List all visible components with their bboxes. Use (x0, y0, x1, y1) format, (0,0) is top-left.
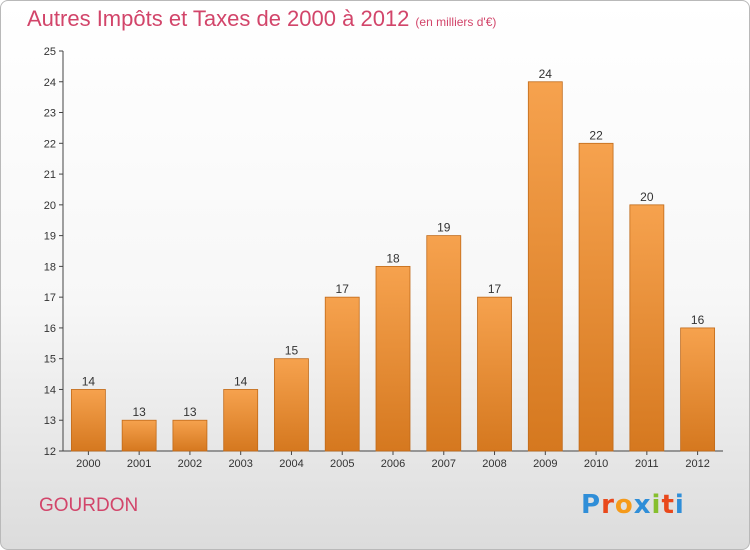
x-tick-label-2007: 2007 (432, 458, 456, 470)
chart-title: Autres Impôts et Taxes de 2000 à 2012 (en… (27, 6, 496, 32)
proxiti-logo: Proxiti (581, 490, 685, 520)
y-tick-label: 25 (44, 46, 56, 58)
value-label-2009: 24 (539, 67, 553, 81)
logo-letter: o (614, 490, 634, 520)
x-tick-label-2003: 2003 (228, 458, 252, 470)
bar-2002 (172, 419, 208, 452)
bar-2012 (680, 327, 716, 452)
logo-letter: t (661, 490, 675, 520)
bar-2000 (70, 389, 106, 452)
value-label-2012: 16 (691, 313, 705, 327)
chart-title-text: Autres Impôts et Taxes de 2000 à 2012 (27, 6, 410, 31)
chart-bars: 14 13 13 14 15 17 18 19 17 24 22 20 16 (70, 67, 716, 452)
x-tick-label-2002: 2002 (178, 458, 202, 470)
logo-letter: P (581, 490, 602, 520)
bar-2007 (426, 235, 462, 452)
value-label-2001: 13 (132, 405, 146, 419)
bar-2008 (477, 296, 512, 452)
x-tick-label-2011: 2011 (635, 458, 659, 470)
y-tick-label: 22 (44, 138, 56, 150)
y-tick-label: 18 (44, 261, 56, 273)
value-label-2007: 19 (437, 221, 451, 235)
logo-letter: x (633, 490, 652, 520)
value-label-2000: 14 (82, 374, 96, 388)
value-label-2004: 15 (285, 344, 299, 358)
x-tick-label-2000: 2000 (76, 458, 100, 470)
chart-unit: (en milliers d'€) (415, 15, 497, 29)
bar-2001 (121, 419, 157, 452)
x-tick-label-2012: 2012 (685, 458, 709, 470)
bar-2011 (629, 204, 665, 452)
value-label-2005: 17 (336, 282, 350, 296)
x-tick-label-2010: 2010 (584, 458, 608, 470)
logo-letter: i (651, 490, 662, 520)
city-name: GOURDON (39, 495, 139, 516)
bar-2003 (223, 389, 259, 452)
y-tick-label: 15 (44, 354, 56, 366)
y-tick-label: 13 (44, 415, 56, 427)
y-tick-label: 17 (44, 292, 56, 304)
bar-2009 (527, 81, 563, 452)
value-label-2010: 22 (589, 128, 603, 142)
value-label-2011: 20 (640, 190, 654, 204)
y-tick-label: 21 (44, 169, 56, 181)
bar-2005 (324, 296, 360, 452)
y-tick-label: 16 (44, 323, 56, 335)
value-label-2008: 17 (488, 282, 502, 296)
y-tick-label: 23 (44, 108, 56, 120)
x-tick-label-2008: 2008 (482, 458, 506, 470)
chart-axes: 12 13 14 15 16 17 18 19 20 21 22 23 24 25 2000 2001 2002… (44, 46, 723, 470)
y-tick-label: 20 (44, 200, 56, 212)
x-tick-label-2005: 2005 (330, 458, 354, 470)
x-tick-label-2004: 2004 (279, 458, 303, 470)
y-tick-label: 14 (44, 384, 56, 396)
value-label-2002: 13 (183, 405, 197, 419)
value-label-2003: 14 (234, 374, 248, 388)
x-tick-label-2001: 2001 (127, 458, 151, 470)
value-label-2006: 18 (386, 251, 400, 265)
logo-letter: i (674, 490, 685, 520)
bar-2006 (375, 265, 411, 452)
x-tick-label-2009: 2009 (533, 458, 557, 470)
y-tick-label: 19 (44, 231, 56, 243)
logo-letter: r (601, 490, 615, 520)
x-tick-label-2006: 2006 (381, 458, 405, 470)
bar-2004 (274, 358, 309, 452)
bar-2010 (578, 142, 614, 452)
y-tick-label: 24 (44, 77, 56, 89)
y-tick-label: 12 (44, 446, 56, 458)
